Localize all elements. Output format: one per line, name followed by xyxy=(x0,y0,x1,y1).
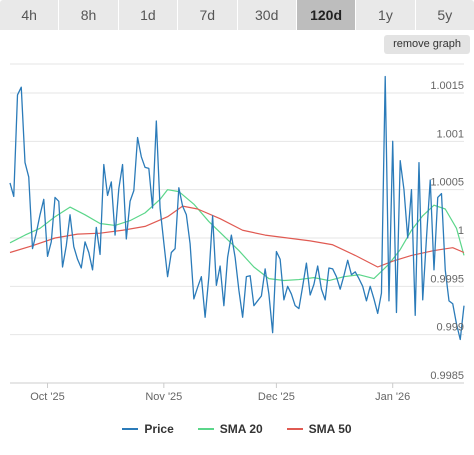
legend-label-price: Price xyxy=(144,422,174,436)
series-line-sma-20 xyxy=(9,189,465,282)
y-tick-label: 1.0005 xyxy=(430,177,464,189)
time-range-tabs: 4h 8h 1d 7d 30d 120d 1y 5y xyxy=(0,0,474,30)
tab-1y[interactable]: 1y xyxy=(356,0,415,30)
y-tick-label: 0.999 xyxy=(436,322,464,334)
y-tick-label: 0.9985 xyxy=(430,370,464,382)
x-tick-label: Nov '25 xyxy=(145,391,182,403)
chart-legend: Price SMA 20 SMA 50 xyxy=(0,419,474,439)
tab-7d[interactable]: 7d xyxy=(178,0,237,30)
x-axis: Oct '25 Nov '25 Dec '25 Jan '26 xyxy=(10,382,464,403)
legend-item-sma-20[interactable]: SMA 20 xyxy=(197,419,263,439)
y-tick-label: 1 xyxy=(458,225,464,237)
tab-4h[interactable]: 4h xyxy=(0,0,59,30)
legend-item-price[interactable]: Price xyxy=(122,419,174,439)
tab-120d[interactable]: 120d xyxy=(296,0,356,30)
y-axis-labels: 0.9985 0.999 0.9995 1 1.0005 1.001 1.0015 xyxy=(430,80,464,382)
price-chart: Oct '25 Nov '25 Dec '25 Jan '26 0.9985 0.999… xyxy=(9,63,465,403)
y-tick-label: 1.0015 xyxy=(430,80,464,92)
y-tick-label: 1.001 xyxy=(436,128,464,140)
x-tick-label: Oct '25 xyxy=(30,391,65,403)
tab-1d[interactable]: 1d xyxy=(118,0,178,30)
remove-graph-button[interactable]: remove graph xyxy=(384,35,470,54)
legend-label-sma-20: SMA 20 xyxy=(219,422,263,436)
x-tick-label: Jan '26 xyxy=(375,391,410,403)
grid-lines xyxy=(10,63,464,384)
legend-swatch-sma-20 xyxy=(197,428,214,430)
tab-8h[interactable]: 8h xyxy=(59,0,118,30)
legend-swatch-price xyxy=(122,428,139,430)
tab-5y[interactable]: 5y xyxy=(415,0,474,30)
series-line-sma-50 xyxy=(9,205,465,268)
legend-swatch-sma-50 xyxy=(286,428,303,430)
legend-item-sma-50[interactable]: SMA 50 xyxy=(286,419,352,439)
y-tick-label: 0.9995 xyxy=(430,273,464,285)
series-layer xyxy=(9,75,465,341)
tab-30d[interactable]: 30d xyxy=(237,0,296,30)
legend-label-sma-50: SMA 50 xyxy=(308,422,352,436)
series-line-price xyxy=(9,75,465,341)
x-tick-label: Dec '25 xyxy=(258,391,295,403)
